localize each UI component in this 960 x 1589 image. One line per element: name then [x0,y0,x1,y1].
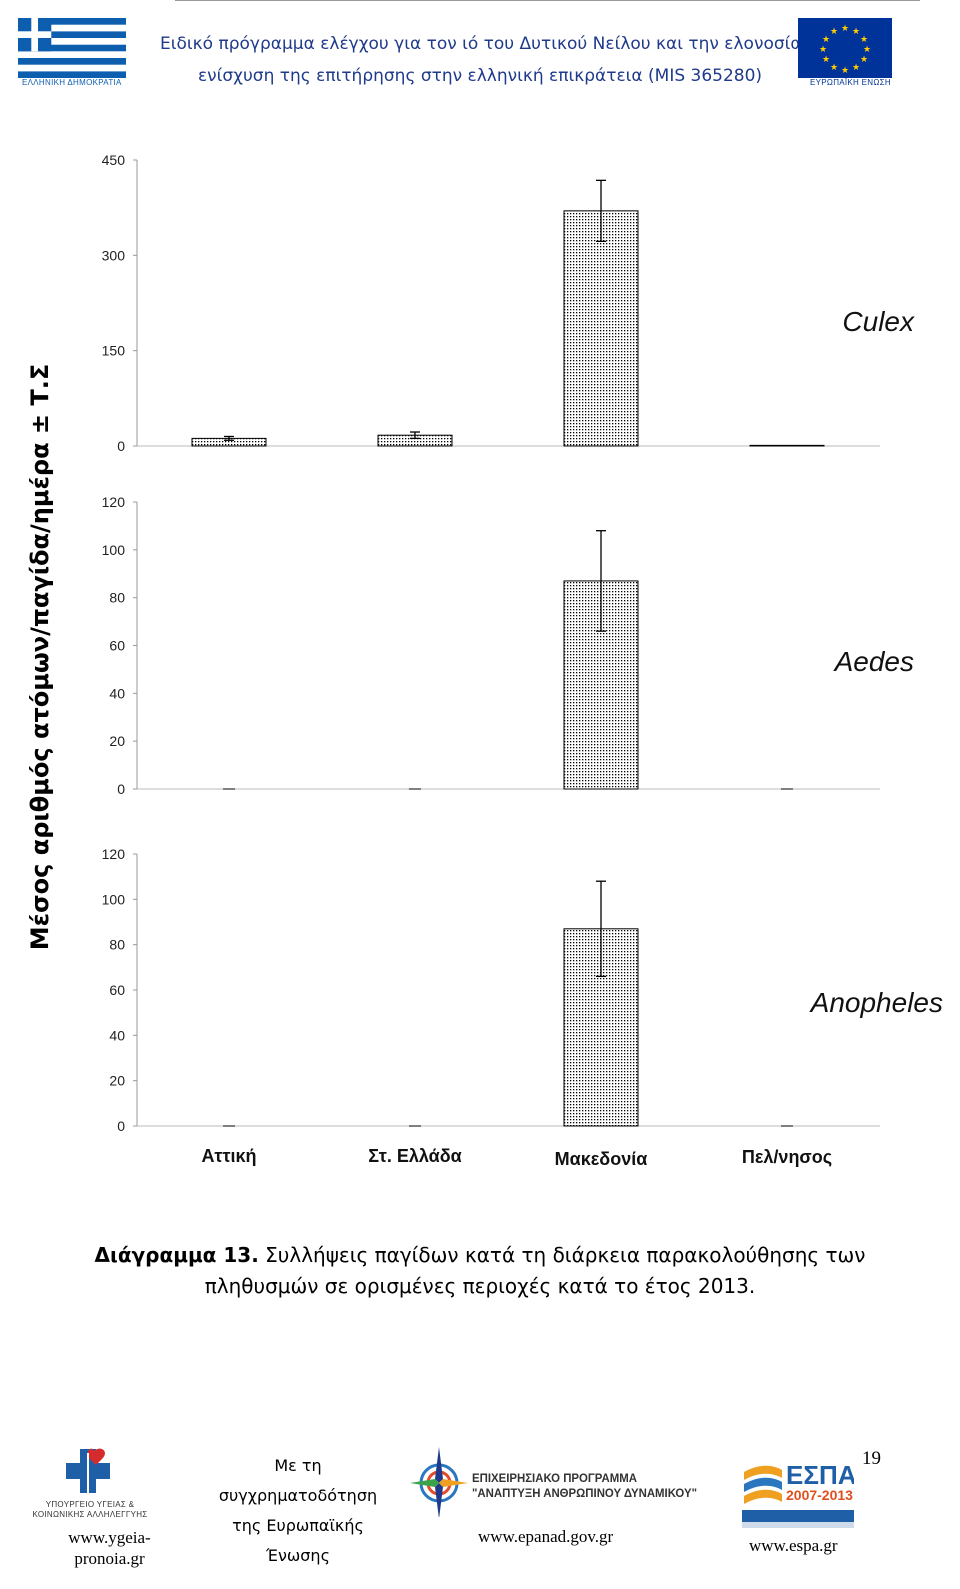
espa-url: www.espa.gr [749,1536,838,1555]
svg-text:★: ★ [830,27,838,37]
header-title-line1: Ειδικό πρόγραμμα ελέγχου για τον ιό του … [160,34,807,54]
panel-1-y-tick-label: 0 [117,438,125,454]
chart: 0 150 300 450 Culex 0 20 40 60 80 100 120 Aedes 0 20 40… [102,152,943,1169]
ministry-logo [64,1445,112,1497]
programme-title-line2: "ΑΝΑΠΤΥΞΗ ΑΝΘΡΩΠΙΝΟΥ ΔΥΝΑΜΙΚΟΥ" [472,1486,697,1500]
programme-title-line1: ΕΠΙΧΕΙΡΗΣΙΑΚΟ ΠΡΟΓΡΑΜΜΑ [472,1471,637,1485]
ministry-caption: ΥΠΟΥΡΓΕΙΟ ΥΓΕΙΑΣ & ΚΟΙΝΩΝΙΚΗΣ ΑΛΛΗΛΕΓΓΥΗ… [32,1500,148,1519]
panel-2-y-tick-label: 100 [102,542,126,558]
figure-caption: Διάγραμμα 13. Συλλήψεις παγίδων κατά τη … [40,1240,920,1302]
svg-text:★: ★ [863,45,871,55]
x-category-label-3: Μακεδονία [555,1149,648,1169]
panel-3-y-tick-label: 0 [117,1118,125,1134]
x-category-label-4: Πελ/νησος [742,1147,832,1167]
panel-2-y-tick-label: 120 [102,494,126,510]
caption-label: Διάγραμμα 13. [94,1243,259,1267]
panel-3-y-tick-label: 40 [109,1027,125,1043]
caption-text: Συλλήψεις παγίδων κατά τη διάρκεια παρακ… [204,1243,866,1298]
panel-1-y-tick-label: 300 [102,247,126,263]
svg-text:★: ★ [822,35,830,45]
panel-1-y-tick-label: 150 [102,343,126,359]
panel-2-y-tick-label: 0 [117,781,125,797]
panel-1-y-tick-label: 450 [102,152,126,168]
top-rule [175,0,920,1]
greek-republic-caption: ΕΛΛΗΝΙΚΗ ΔΗΜΟΚΡΑΤΙΑ [22,78,122,87]
panel-3-y-tick-label: 20 [109,1073,125,1089]
svg-text:★: ★ [860,55,868,65]
svg-text:★: ★ [841,66,849,76]
svg-text:★: ★ [841,24,849,34]
svg-text:★: ★ [819,45,827,55]
panel-1-bar-4 [749,444,825,447]
svg-text:★: ★ [860,35,868,45]
panel-3-y-tick-label: 100 [102,891,126,907]
panel-1-bar-3 [563,210,639,447]
panel-3-series-label: Anopheles [809,987,943,1018]
svg-text:★: ★ [852,27,860,37]
espa-years: 2007-2013 [786,1487,853,1503]
x-category-label-1: Αττική [201,1146,256,1166]
panel-3-y-tick-label: 60 [109,982,125,998]
panel-2-y-tick-label: 60 [109,638,125,654]
programme-url: www.epanad.gov.gr [478,1527,614,1546]
ministry-url: www.ygeia-pronoia.gr [68,1528,151,1568]
svg-text:★: ★ [830,63,838,73]
panel-2-series-label: Aedes [833,646,914,677]
eu-caption: ΕΥΡΩΠΑΪΚΗ ΕΝΩΣΗ [810,78,891,87]
panel-2-y-tick-label: 80 [109,590,125,606]
espa-title: ΕΣΠΑ [786,1460,854,1490]
cofunding-text: Με τη συγχρηματοδότηση της Ευρωπαϊκής Έν… [218,1456,378,1565]
panel-3-y-tick-label: 80 [109,937,125,953]
panel-3-y-tick-label: 120 [102,846,126,862]
greek-flag-logo [18,18,126,78]
espa-logo: ΕΣΠΑ 2007-2013 [742,1458,857,1530]
page-number: 19 [862,1448,881,1469]
panel-2-y-tick-label: 20 [109,733,125,749]
x-category-label-2: Στ. Ελλάδα [368,1146,461,1166]
panel-1-series-label: Culex [842,306,915,337]
svg-text:★: ★ [852,63,860,73]
svg-text:★: ★ [822,55,830,65]
compass-icon [410,1445,468,1519]
eu-flag-logo: ★ ★ ★ ★ ★ ★ ★ ★ ★ ★ ★ ★ [798,18,892,78]
panel-2-y-tick-label: 40 [109,685,125,701]
header-title-line2: ενίσχυση της επιτήρησης στην ελληνική επ… [197,66,763,86]
